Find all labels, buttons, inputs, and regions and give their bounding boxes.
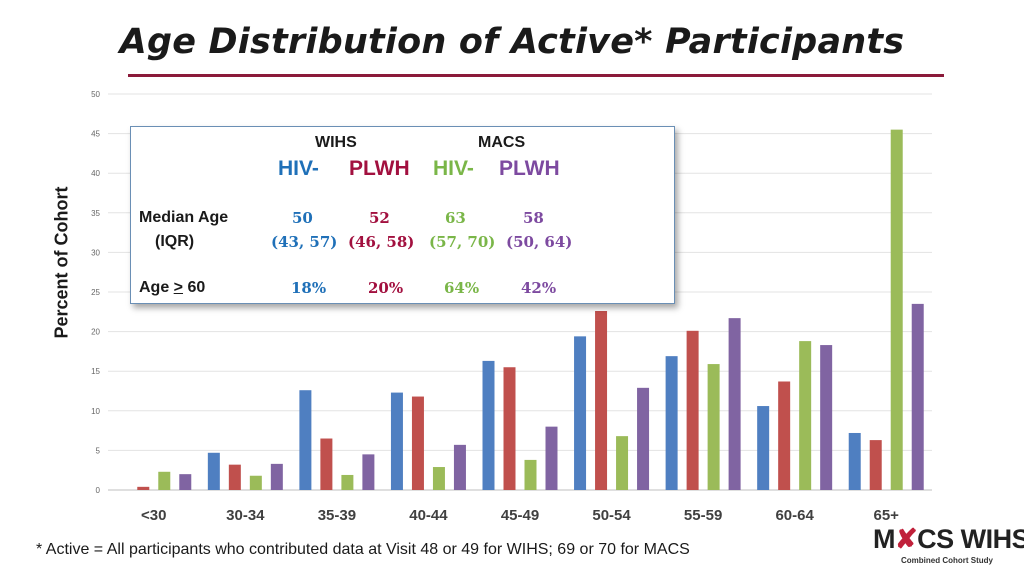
iqr-macs-plwh: (50, 64): [506, 233, 573, 251]
wihs-header: WIHS: [315, 134, 357, 151]
x-tick-label: 35-39: [318, 507, 356, 524]
bar: [482, 360, 495, 490]
macs-wihs-logo: M✘CS WIHS Combined Cohort Study: [873, 524, 1024, 570]
y-tick-label: 0: [96, 486, 101, 495]
group-macs-plwh: PLWH: [499, 157, 560, 180]
y-tick-label: 40: [91, 169, 100, 178]
median-wihs-hivneg: 50: [292, 209, 313, 227]
group-wihs-hivneg: HIV-: [278, 157, 319, 180]
x-tick-label: 65+: [873, 507, 899, 524]
bar: [362, 454, 375, 490]
bar: [453, 444, 466, 490]
bar: [890, 129, 903, 490]
bar: [820, 345, 833, 490]
bar: [665, 356, 678, 490]
bar: [411, 396, 424, 490]
ribbon-icon: ✘: [895, 524, 918, 554]
y-axis-label: Percent of Cohort: [51, 186, 72, 339]
summary-inset: WIHS MACS HIV- PLWH HIV- PLWH Median Age…: [130, 126, 675, 304]
y-tick-label: 5: [96, 446, 101, 455]
bar: [848, 432, 861, 490]
age60-wihs-plwh: 20%: [368, 279, 404, 297]
y-tick-label: 20: [91, 328, 100, 337]
y-tick-label: 30: [91, 248, 100, 257]
age60-wihs-hivneg: 18%: [291, 279, 327, 297]
median-wihs-plwh: 52: [369, 209, 390, 227]
bar: [707, 364, 720, 490]
bar: [432, 467, 445, 490]
median-age-label: Median Age: [139, 209, 229, 226]
x-tick-label: 60-64: [775, 507, 814, 524]
logo-subtitle: Combined Cohort Study: [901, 556, 993, 565]
footnote: * Active = All participants who contribu…: [36, 541, 690, 558]
bar: [524, 459, 537, 490]
bar: [390, 392, 403, 490]
bar: [137, 486, 150, 490]
bar: [299, 390, 312, 490]
median-macs-plwh: 58: [523, 209, 544, 227]
age60-macs-hivneg: 64%: [444, 279, 480, 297]
bar: [616, 436, 629, 490]
macs-header: MACS: [478, 134, 526, 151]
bar: [320, 438, 333, 490]
group-macs-hivneg: HIV-: [433, 157, 474, 180]
bar: [179, 474, 192, 490]
y-tick-label: 15: [91, 367, 100, 376]
bar: [207, 452, 220, 490]
x-tick-label: <30: [141, 507, 166, 524]
y-tick-label: 25: [91, 288, 100, 297]
age-60-suffix: 60: [183, 279, 206, 296]
bar: [757, 406, 770, 490]
bar: [686, 330, 699, 490]
x-tick-label: 40-44: [409, 507, 448, 524]
bar: [911, 303, 924, 490]
x-tick-label: 55-59: [684, 507, 722, 524]
age-60-label: Age > 60: [139, 279, 205, 297]
bar: [503, 367, 516, 490]
bar: [574, 336, 587, 490]
bar: [545, 426, 558, 490]
group-wihs-plwh: PLWH: [349, 157, 410, 180]
bar: [270, 463, 283, 490]
x-tick-label: 45-49: [501, 507, 539, 524]
bar: [869, 440, 882, 490]
y-tick-label: 45: [91, 130, 100, 139]
bar: [778, 381, 791, 490]
bar: [228, 464, 241, 490]
age-60-prefix: Age: [139, 279, 174, 296]
bar: [799, 341, 812, 490]
median-macs-hivneg: 63: [445, 209, 466, 227]
logo-text-left: M: [873, 524, 896, 554]
gte-symbol: >: [173, 279, 184, 296]
bar: [728, 318, 741, 490]
iqr-wihs-hivneg: (43, 57): [271, 233, 338, 251]
iqr-label: (IQR): [155, 233, 195, 250]
bar: [595, 311, 608, 490]
x-tick-label: 50-54: [592, 507, 631, 524]
bar: [341, 474, 354, 490]
y-axis-label-wrap: Percent of Cohort: [12, 186, 112, 388]
iqr-wihs-plwh: (46, 58): [348, 233, 415, 251]
iqr-macs-hivneg: (57, 70): [429, 233, 496, 251]
bar: [637, 387, 650, 490]
bar: [158, 471, 171, 490]
x-tick-label: 30-34: [226, 507, 265, 524]
y-tick-label: 35: [91, 209, 100, 218]
y-tick-label: 10: [91, 407, 100, 416]
logo-wordmark: M✘CS WIHS: [873, 524, 1024, 555]
logo-text-right: CS WIHS: [917, 524, 1024, 554]
chart-title: Age Distribution of Active* Participants: [119, 22, 905, 62]
age60-macs-plwh: 42%: [521, 279, 557, 297]
bar: [249, 475, 262, 490]
y-tick-label: 50: [91, 90, 100, 99]
title-rule: [128, 74, 944, 77]
